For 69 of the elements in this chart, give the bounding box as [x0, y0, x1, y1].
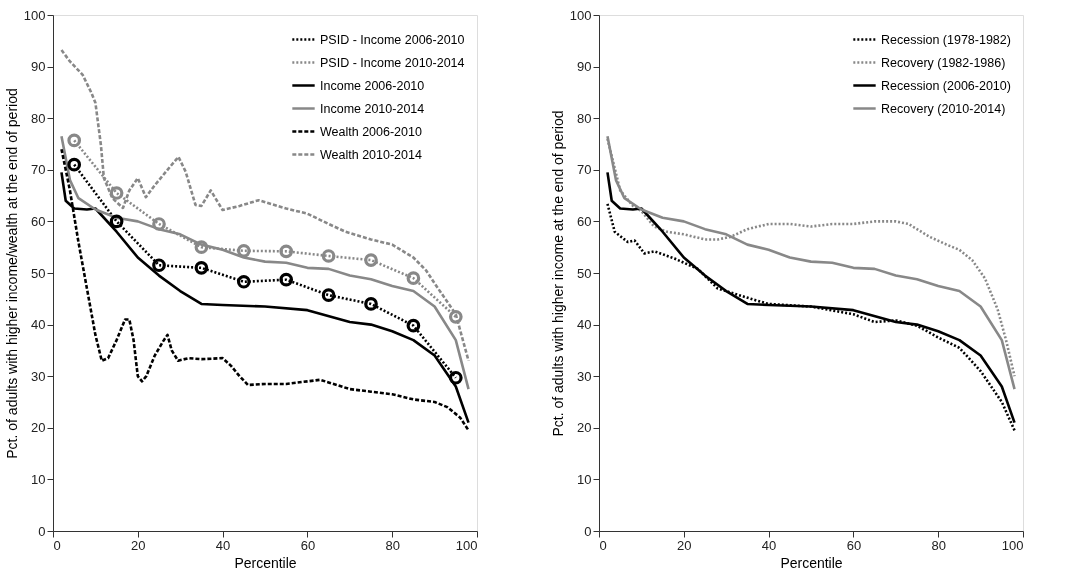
y-tick-label: 0 — [584, 523, 592, 539]
x-tick-label: 60 — [300, 537, 316, 553]
legend-label: Wealth 2010-2014 — [320, 147, 422, 162]
x-tick-label: 20 — [677, 537, 692, 553]
point — [194, 240, 209, 255]
point — [364, 297, 378, 311]
x-tick-label: 60 — [846, 537, 862, 553]
y-tick-label: 10 — [31, 471, 46, 487]
line-series — [60, 48, 470, 363]
point — [109, 214, 124, 229]
y-tick-label: 60 — [577, 213, 592, 229]
point — [67, 157, 82, 172]
point — [194, 261, 209, 275]
x-tick-label: 40 — [761, 537, 777, 553]
point — [406, 318, 421, 333]
point — [406, 271, 421, 285]
y-axis-title: Pct. of adults with higher income/wealth at the end of period — [3, 88, 20, 459]
x-axis-title: Percentile — [780, 554, 843, 571]
legend-label: Recovery (1982-1986) — [881, 55, 1006, 70]
point — [321, 288, 336, 303]
y-tick-label: 100 — [23, 7, 46, 23]
x-tick-label: 80 — [385, 537, 400, 553]
y-tick-label: 80 — [577, 110, 592, 126]
legend-label: Wealth 2006-2010 — [320, 124, 422, 139]
point — [448, 370, 463, 385]
y-tick-label: 40 — [577, 317, 592, 333]
point — [279, 244, 294, 259]
legend-label: PSID - Income 2010-2014 — [320, 55, 465, 70]
y-tick-label: 20 — [577, 420, 592, 436]
point — [152, 217, 166, 231]
y-tick-label: 30 — [577, 368, 592, 384]
y-tick-label: 0 — [38, 523, 46, 539]
y-axis-title: Pct. of adults with higher income at the end of period — [549, 110, 566, 437]
y-tick-label: 10 — [577, 471, 592, 487]
x-tick-label: 20 — [131, 537, 146, 553]
x-tick-label: 80 — [931, 537, 946, 553]
legend-label: PSID - Income 2006-2010 — [320, 32, 465, 47]
y-tick-label: 50 — [577, 265, 592, 281]
y-tick-label: 90 — [31, 59, 46, 75]
point — [67, 133, 82, 148]
legend-label: Recession (1978-1982) — [881, 32, 1011, 47]
point — [236, 274, 251, 289]
x-tick-label: 0 — [53, 537, 61, 553]
y-tick-label: 40 — [31, 317, 46, 333]
x-axis-title: Percentile — [234, 554, 297, 571]
y-tick-label: 60 — [31, 213, 46, 229]
y-tick-label: 20 — [31, 420, 46, 436]
point — [448, 310, 463, 324]
legend-label: Income 2006-2010 — [320, 78, 425, 93]
x-tick-label: 100 — [455, 537, 478, 553]
y-tick-label: 90 — [577, 59, 592, 75]
point — [321, 249, 336, 263]
point — [279, 272, 294, 287]
y-tick-label: 80 — [31, 110, 46, 126]
y-tick-label: 30 — [31, 368, 46, 384]
legend-label: Recovery (2010-2014) — [881, 101, 1006, 116]
x-tick-label: 0 — [599, 537, 607, 553]
point — [236, 243, 251, 258]
legend-label: Income 2010-2014 — [320, 101, 425, 116]
y-tick-label: 70 — [577, 162, 592, 178]
point — [152, 258, 166, 273]
y-tick-label: 50 — [31, 265, 46, 281]
point — [364, 253, 378, 267]
x-tick-label: 40 — [215, 537, 231, 553]
y-tick-label: 70 — [31, 162, 46, 178]
y-tick-label: 100 — [569, 7, 592, 23]
legend-label: Recession (2006-2010) — [881, 78, 1011, 93]
x-tick-label: 100 — [1001, 537, 1024, 553]
point — [109, 186, 124, 200]
